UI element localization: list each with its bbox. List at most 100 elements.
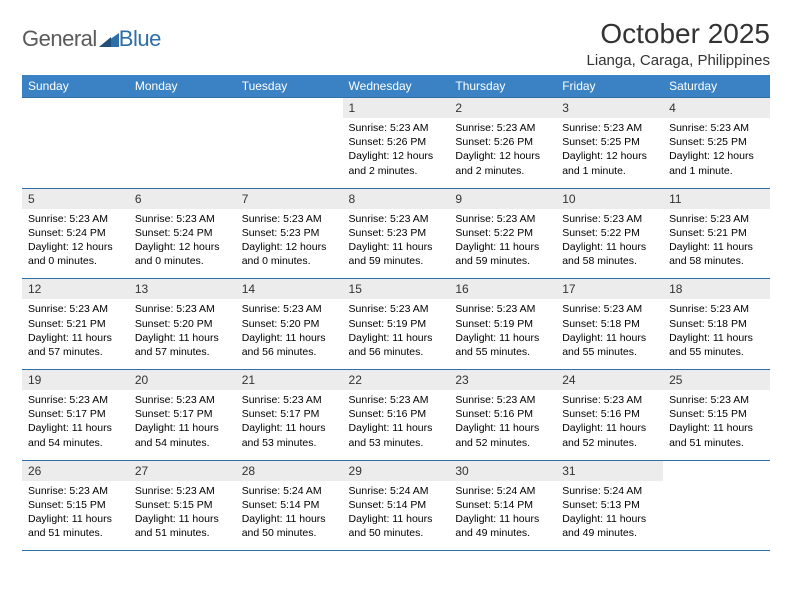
- day-number: 3: [556, 98, 663, 118]
- dow-header: Monday: [129, 75, 236, 98]
- day-cell: 8Sunrise: 5:23 AMSunset: 5:23 PMDaylight…: [343, 188, 450, 279]
- day-cell: 29Sunrise: 5:24 AMSunset: 5:14 PMDayligh…: [343, 460, 450, 551]
- day-body: Sunrise: 5:23 AMSunset: 5:22 PMDaylight:…: [449, 209, 556, 279]
- day-number: 9: [449, 189, 556, 209]
- day-body: Sunrise: 5:23 AMSunset: 5:19 PMDaylight:…: [449, 299, 556, 369]
- day-body: Sunrise: 5:23 AMSunset: 5:23 PMDaylight:…: [236, 209, 343, 279]
- day-number: 29: [343, 461, 450, 481]
- day-number: 25: [663, 370, 770, 390]
- day-cell: 22Sunrise: 5:23 AMSunset: 5:16 PMDayligh…: [343, 370, 450, 461]
- day-body: Sunrise: 5:23 AMSunset: 5:15 PMDaylight:…: [663, 390, 770, 460]
- day-cell: 14Sunrise: 5:23 AMSunset: 5:20 PMDayligh…: [236, 279, 343, 370]
- day-number: 17: [556, 279, 663, 299]
- day-number: 6: [129, 189, 236, 209]
- day-number: 28: [236, 461, 343, 481]
- month-title: October 2025: [587, 18, 770, 50]
- dow-header: Sunday: [22, 75, 129, 98]
- day-number: 1: [343, 98, 450, 118]
- day-number: 23: [449, 370, 556, 390]
- dow-header: Friday: [556, 75, 663, 98]
- day-body: Sunrise: 5:23 AMSunset: 5:24 PMDaylight:…: [22, 209, 129, 279]
- day-number: 7: [236, 189, 343, 209]
- day-cell: 12Sunrise: 5:23 AMSunset: 5:21 PMDayligh…: [22, 279, 129, 370]
- day-body: Sunrise: 5:24 AMSunset: 5:14 PMDaylight:…: [343, 481, 450, 551]
- day-number: 26: [22, 461, 129, 481]
- day-body: Sunrise: 5:23 AMSunset: 5:20 PMDaylight:…: [129, 299, 236, 369]
- day-cell: 13Sunrise: 5:23 AMSunset: 5:20 PMDayligh…: [129, 279, 236, 370]
- logo-text-general: General: [22, 26, 97, 52]
- day-cell: 17Sunrise: 5:23 AMSunset: 5:18 PMDayligh…: [556, 279, 663, 370]
- day-cell: 27Sunrise: 5:23 AMSunset: 5:15 PMDayligh…: [129, 460, 236, 551]
- day-cell: 26Sunrise: 5:23 AMSunset: 5:15 PMDayligh…: [22, 460, 129, 551]
- day-body: Sunrise: 5:23 AMSunset: 5:15 PMDaylight:…: [129, 481, 236, 551]
- day-body: Sunrise: 5:23 AMSunset: 5:15 PMDaylight:…: [22, 481, 129, 551]
- day-number: 15: [343, 279, 450, 299]
- day-cell: 1Sunrise: 5:23 AMSunset: 5:26 PMDaylight…: [343, 98, 450, 189]
- day-body: Sunrise: 5:23 AMSunset: 5:17 PMDaylight:…: [22, 390, 129, 460]
- day-body: Sunrise: 5:23 AMSunset: 5:16 PMDaylight:…: [556, 390, 663, 460]
- day-body: Sunrise: 5:23 AMSunset: 5:22 PMDaylight:…: [556, 209, 663, 279]
- day-number: 13: [129, 279, 236, 299]
- day-cell: 7Sunrise: 5:23 AMSunset: 5:23 PMDaylight…: [236, 188, 343, 279]
- day-number: 31: [556, 461, 663, 481]
- day-number: 4: [663, 98, 770, 118]
- day-body: Sunrise: 5:23 AMSunset: 5:24 PMDaylight:…: [129, 209, 236, 279]
- day-number: 5: [22, 189, 129, 209]
- calendar-body: ...1Sunrise: 5:23 AMSunset: 5:26 PMDayli…: [22, 98, 770, 551]
- day-body: Sunrise: 5:23 AMSunset: 5:21 PMDaylight:…: [663, 209, 770, 279]
- day-body: Sunrise: 5:24 AMSunset: 5:14 PMDaylight:…: [449, 481, 556, 551]
- day-body: Sunrise: 5:23 AMSunset: 5:26 PMDaylight:…: [343, 118, 450, 188]
- day-cell: 28Sunrise: 5:24 AMSunset: 5:14 PMDayligh…: [236, 460, 343, 551]
- day-cell: 11Sunrise: 5:23 AMSunset: 5:21 PMDayligh…: [663, 188, 770, 279]
- day-number: 30: [449, 461, 556, 481]
- day-body: Sunrise: 5:23 AMSunset: 5:16 PMDaylight:…: [449, 390, 556, 460]
- day-number: 19: [22, 370, 129, 390]
- day-body: Sunrise: 5:24 AMSunset: 5:13 PMDaylight:…: [556, 481, 663, 551]
- day-cell: 31Sunrise: 5:24 AMSunset: 5:13 PMDayligh…: [556, 460, 663, 551]
- day-cell: 23Sunrise: 5:23 AMSunset: 5:16 PMDayligh…: [449, 370, 556, 461]
- week-row: 12Sunrise: 5:23 AMSunset: 5:21 PMDayligh…: [22, 279, 770, 370]
- week-row: 5Sunrise: 5:23 AMSunset: 5:24 PMDaylight…: [22, 188, 770, 279]
- day-number: 22: [343, 370, 450, 390]
- day-body: Sunrise: 5:23 AMSunset: 5:19 PMDaylight:…: [343, 299, 450, 369]
- day-number: 27: [129, 461, 236, 481]
- day-number: 2: [449, 98, 556, 118]
- week-row: ...1Sunrise: 5:23 AMSunset: 5:26 PMDayli…: [22, 98, 770, 189]
- day-cell: 4Sunrise: 5:23 AMSunset: 5:25 PMDaylight…: [663, 98, 770, 189]
- day-cell: 30Sunrise: 5:24 AMSunset: 5:14 PMDayligh…: [449, 460, 556, 551]
- dow-header: Wednesday: [343, 75, 450, 98]
- day-number: 10: [556, 189, 663, 209]
- day-number: 12: [22, 279, 129, 299]
- day-number: 18: [663, 279, 770, 299]
- day-cell: .: [663, 460, 770, 551]
- days-of-week-row: SundayMondayTuesdayWednesdayThursdayFrid…: [22, 75, 770, 98]
- day-body: Sunrise: 5:23 AMSunset: 5:25 PMDaylight:…: [556, 118, 663, 188]
- calendar-table: SundayMondayTuesdayWednesdayThursdayFrid…: [22, 75, 770, 551]
- day-cell: 19Sunrise: 5:23 AMSunset: 5:17 PMDayligh…: [22, 370, 129, 461]
- day-cell: 9Sunrise: 5:23 AMSunset: 5:22 PMDaylight…: [449, 188, 556, 279]
- page-header: General Blue October 2025 Lianga, Caraga…: [22, 18, 770, 69]
- day-body: Sunrise: 5:23 AMSunset: 5:20 PMDaylight:…: [236, 299, 343, 369]
- day-body: Sunrise: 5:23 AMSunset: 5:18 PMDaylight:…: [556, 299, 663, 369]
- logo-triangle-icon: [99, 31, 119, 47]
- day-cell: .: [236, 98, 343, 189]
- day-cell: .: [129, 98, 236, 189]
- day-body: Sunrise: 5:23 AMSunset: 5:18 PMDaylight:…: [663, 299, 770, 369]
- day-cell: 16Sunrise: 5:23 AMSunset: 5:19 PMDayligh…: [449, 279, 556, 370]
- day-body: Sunrise: 5:23 AMSunset: 5:25 PMDaylight:…: [663, 118, 770, 188]
- week-row: 26Sunrise: 5:23 AMSunset: 5:15 PMDayligh…: [22, 460, 770, 551]
- day-number: 8: [343, 189, 450, 209]
- day-cell: 2Sunrise: 5:23 AMSunset: 5:26 PMDaylight…: [449, 98, 556, 189]
- day-cell: 20Sunrise: 5:23 AMSunset: 5:17 PMDayligh…: [129, 370, 236, 461]
- dow-header: Saturday: [663, 75, 770, 98]
- day-number: 24: [556, 370, 663, 390]
- title-block: October 2025 Lianga, Caraga, Philippines: [587, 18, 770, 69]
- day-cell: .: [22, 98, 129, 189]
- day-cell: 21Sunrise: 5:23 AMSunset: 5:17 PMDayligh…: [236, 370, 343, 461]
- day-cell: 24Sunrise: 5:23 AMSunset: 5:16 PMDayligh…: [556, 370, 663, 461]
- day-cell: 15Sunrise: 5:23 AMSunset: 5:19 PMDayligh…: [343, 279, 450, 370]
- week-row: 19Sunrise: 5:23 AMSunset: 5:17 PMDayligh…: [22, 370, 770, 461]
- day-body: Sunrise: 5:23 AMSunset: 5:23 PMDaylight:…: [343, 209, 450, 279]
- day-cell: 18Sunrise: 5:23 AMSunset: 5:18 PMDayligh…: [663, 279, 770, 370]
- day-number: 20: [129, 370, 236, 390]
